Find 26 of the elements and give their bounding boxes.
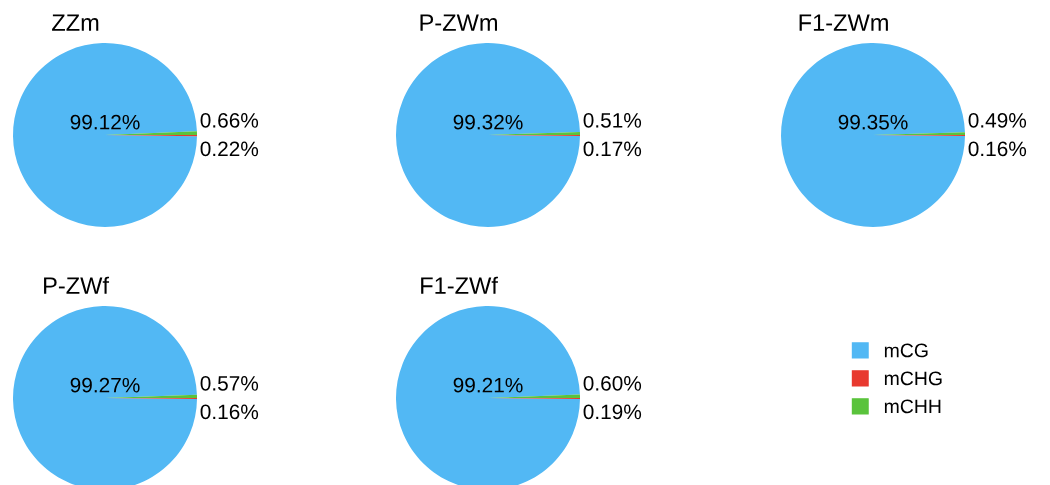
chart-title: F1-ZWf (421, 276, 498, 294)
data-label: 0.16% (200, 404, 259, 420)
data-label: 0.49% (968, 112, 1027, 128)
legend-label: mCHH (884, 399, 941, 414)
data-label: 99.32% (453, 114, 523, 130)
data-label: 0.22% (200, 141, 259, 157)
chart-title: P-ZWf (44, 276, 110, 294)
chart-title: P-ZWm (420, 14, 497, 31)
pie-slice (13, 43, 197, 227)
data-label: 99.21% (453, 377, 523, 393)
chart-title: F1-ZWm (799, 14, 888, 31)
pie-slice (781, 43, 965, 227)
legend-label: mCG (884, 343, 928, 358)
data-label: 0.19% (583, 404, 642, 420)
data-label: 0.57% (200, 375, 259, 391)
data-label: 0.66% (200, 112, 259, 128)
data-label: 0.60% (583, 375, 642, 391)
data-label: 0.17% (583, 141, 642, 157)
data-label: 99.12% (70, 114, 140, 130)
legend-label: mCHG (884, 371, 942, 386)
data-label: 99.27% (70, 377, 140, 393)
data-label: 99.35% (838, 114, 908, 130)
data-label: 0.16% (968, 141, 1027, 157)
chart-title: ZZm (52, 14, 99, 31)
data-label: 0.51% (583, 112, 642, 128)
pie-slice (396, 43, 580, 227)
